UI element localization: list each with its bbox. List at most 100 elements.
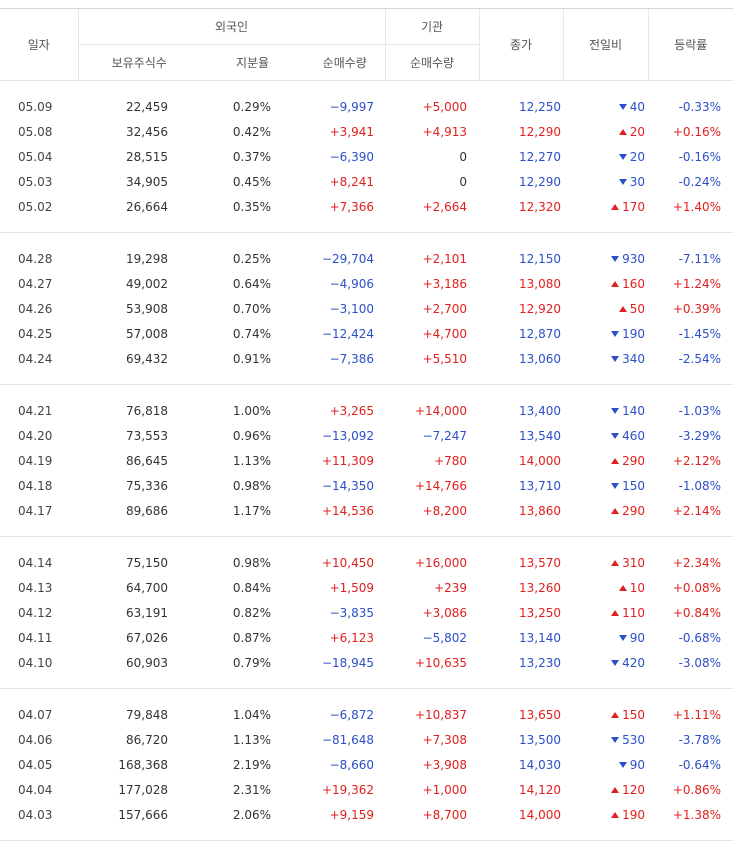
table-cell: 0.87% [232, 630, 271, 645]
table-cell: -1.08% [678, 478, 722, 493]
table-cell: −9,997 [329, 99, 375, 114]
table-cell: +1,509 [329, 580, 375, 595]
table-cell: 420 [563, 650, 648, 689]
table-cell: +3,086 [422, 605, 468, 620]
table-cell: +14,536 [321, 503, 375, 518]
table-cell: 86,720 [126, 732, 168, 747]
table-cell: -7.11% [678, 251, 722, 266]
table-cell: +3,265 [329, 403, 375, 418]
table-cell: 05.03 [18, 174, 53, 189]
table-cell: +5,510 [422, 351, 468, 366]
change-value: 310 [622, 555, 646, 570]
change-arrow [611, 482, 620, 489]
table-cell: 26,664 [126, 199, 168, 214]
change-arrow [611, 432, 620, 439]
change-arrow [611, 811, 620, 818]
table-cell: 04.17 [18, 503, 53, 518]
table-cell: +780 [434, 453, 468, 468]
table-cell: 04.11 [18, 630, 53, 645]
table-cell: +1.11% [672, 707, 722, 722]
table-row: 05.03 34,905 0.45% +8,241 0 12,290 30 -0.24% [0, 169, 733, 194]
subheader-cell: 순매수량 [384, 44, 480, 81]
table-row: 04.25 57,008 0.74% −12,424 +4,700 12,870 190 -1… [0, 321, 733, 346]
table-cell: +10,635 [414, 655, 468, 670]
table-cell: 460 [563, 423, 648, 448]
table-cell: 05.08 [18, 124, 53, 139]
table-cell: +0.39% [672, 301, 722, 316]
table-cell: 1.04% [232, 707, 271, 722]
table-cell: -1.03% [678, 403, 722, 418]
table-cell: 12,290 [519, 124, 562, 139]
table-cell: +8,200 [422, 503, 468, 518]
table-cell: 0.64% [232, 276, 271, 291]
table-cell: 2.19% [232, 757, 271, 772]
table-cell: −4,906 [329, 276, 375, 291]
table-cell: 13,860 [519, 503, 562, 518]
table-row: 04.27 49,002 0.64% −4,906 +3,186 13,080 160 +1.… [0, 271, 733, 296]
change-arrow [618, 153, 627, 160]
table-cell: 20 [563, 144, 648, 169]
table-cell: 13,260 [519, 580, 562, 595]
table-cell: +14,766 [414, 478, 468, 493]
table-cell: 73,553 [126, 428, 168, 443]
table-cell: 140 [563, 385, 648, 424]
subheader-cell: 지분율 [200, 44, 305, 81]
change-value: 930 [622, 251, 646, 266]
table-cell: 76,818 [126, 403, 168, 418]
header-cell: 외국인 [77, 8, 386, 45]
change-arrow [611, 609, 620, 616]
table-cell: 04.06 [18, 732, 53, 747]
table-row: 04.03 157,666 2.06% +9,159 +8,700 14,000 190 +1… [0, 802, 733, 841]
table-cell: 0.82% [232, 605, 271, 620]
change-value: 420 [622, 655, 646, 670]
table-cell: 1.00% [232, 403, 271, 418]
table-cell: 340 [563, 346, 648, 385]
table-cell: 1.17% [232, 503, 271, 518]
table-cell: 177,028 [118, 782, 168, 797]
table-cell: 04.13 [18, 580, 53, 595]
table-row: 04.24 69,432 0.91% −7,386 +5,510 13,060 340 -2.… [0, 346, 733, 385]
table-cell: 0.98% [232, 478, 271, 493]
table-cell: 13,230 [519, 655, 562, 670]
change-value: 90 [629, 630, 646, 645]
table-cell: −14,350 [321, 478, 375, 493]
table-cell: 13,250 [519, 605, 562, 620]
table-cell: 12,920 [519, 301, 562, 316]
table-cell: +1.24% [672, 276, 722, 291]
table-cell: 110 [563, 600, 648, 625]
table-cell: -0.16% [678, 149, 722, 164]
table-cell: −7,386 [329, 351, 375, 366]
table-cell: 14,120 [519, 782, 562, 797]
table-cell: 04.24 [18, 351, 53, 366]
table-cell: 0.37% [232, 149, 271, 164]
table-cell: +2.12% [672, 453, 722, 468]
change-arrow [611, 659, 620, 666]
table-cell: 12,320 [519, 199, 562, 214]
table-cell: 160 [563, 271, 648, 296]
table-cell: 04.25 [18, 326, 53, 341]
table-cell: 157,666 [118, 807, 168, 822]
change-arrow [611, 255, 620, 262]
table-cell: −81,648 [321, 732, 375, 747]
table-cell: 290 [563, 448, 648, 473]
change-value: 340 [622, 351, 646, 366]
table-cell: 190 [563, 802, 648, 841]
table-cell: 75,336 [126, 478, 168, 493]
table-cell: 0.79% [232, 655, 271, 670]
table-cell: +4,700 [422, 326, 468, 341]
table-cell: 150 [563, 473, 648, 498]
table-cell: +3,908 [422, 757, 468, 772]
table-row: 04.07 79,848 1.04% −6,872 +10,837 13,650 150 +1… [0, 689, 733, 728]
table-row: 04.28 19,298 0.25% −29,704 +2,101 12,150 930 -7… [0, 233, 733, 272]
table-cell: 0 [459, 149, 468, 164]
table-cell: 04.18 [18, 478, 53, 493]
change-value: 20 [629, 124, 646, 139]
table-row: 05.09 22,459 0.29% −9,997 +5,000 12,250 40 -0.3… [0, 81, 733, 120]
table-cell: 0.45% [232, 174, 271, 189]
table-cell: +10,450 [321, 555, 375, 570]
table-cell: 13,650 [519, 707, 562, 722]
table-row: 04.17 89,686 1.17% +14,536 +8,200 13,860 290 +2… [0, 498, 733, 537]
table-cell: 34,905 [126, 174, 168, 189]
table-cell: 1.13% [232, 453, 271, 468]
change-value: 530 [622, 732, 646, 747]
